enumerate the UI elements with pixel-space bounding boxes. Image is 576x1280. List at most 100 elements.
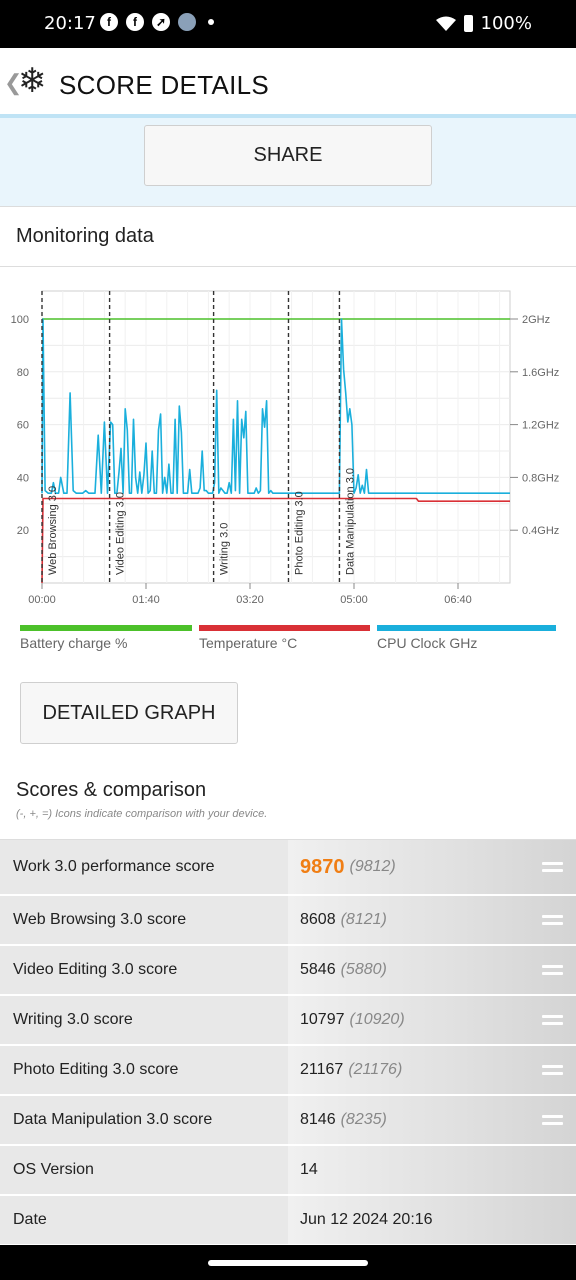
legend-cpu-label: CPU Clock GHz	[377, 635, 478, 651]
score-value: 9870	[300, 855, 345, 878]
y-left-tick-label: 100	[11, 314, 29, 326]
legend-battery: Battery charge %	[20, 625, 192, 651]
legend-battery-label: Battery charge %	[20, 635, 128, 651]
segment-label: Photo Editing 3.0	[293, 491, 305, 575]
x-tick-label: 03:20	[236, 594, 264, 606]
info-row-os-version: OS Version 14	[0, 1146, 576, 1196]
chevron-left-icon[interactable]: ❮	[4, 70, 23, 95]
facebook-icon: f	[126, 13, 144, 31]
legend-battery-swatch	[20, 625, 192, 631]
score-value: 5846	[300, 961, 336, 978]
info-value-cell: 14	[288, 1146, 576, 1194]
score-row-video-editing[interactable]: Video Editing 3.0 score 5846 (5880)	[0, 946, 576, 996]
share-button[interactable]: SHARE	[144, 125, 432, 186]
avatar-icon	[178, 13, 196, 31]
equal-icon	[542, 913, 563, 927]
score-row-photo-editing[interactable]: Photo Editing 3.0 score 21167 (21176)	[0, 1046, 576, 1096]
score-label: Writing 3.0 score	[0, 996, 288, 1044]
series-line-cpu-clock-ghz	[41, 318, 510, 494]
scores-title: Scores & comparison	[16, 779, 207, 801]
legend-temperature: Temperature °C	[199, 625, 370, 651]
snowflake-icon[interactable]: ❄	[18, 62, 47, 100]
equal-icon	[542, 1063, 563, 1077]
score-label: Video Editing 3.0 score	[0, 946, 288, 994]
score-row-web-browsing[interactable]: Web Browsing 3.0 score 8608 (8121)	[0, 896, 576, 946]
status-bar: 20:17 f f ➚ 100%	[0, 0, 576, 48]
score-label: Data Manipulation 3.0 score	[0, 1096, 288, 1144]
info-value: 14	[300, 1161, 318, 1178]
score-value: 21167	[300, 1061, 344, 1078]
y-left-tick-label: 60	[17, 420, 29, 432]
score-label: Work 3.0 performance score	[0, 840, 288, 894]
home-gesture-handle[interactable]	[208, 1260, 368, 1266]
equal-icon	[542, 860, 563, 874]
page-title: SCORE DETAILS	[59, 70, 270, 100]
y-right-tick-label: 2GHz	[522, 314, 550, 326]
monitoring-title: Monitoring data	[16, 225, 154, 247]
wifi-icon	[435, 16, 456, 31]
segment-label: Writing 3.0	[219, 523, 231, 575]
score-comparison: (8235)	[340, 1111, 387, 1128]
notification-icons: f f ➚	[100, 13, 214, 31]
legend-temperature-swatch	[199, 625, 370, 631]
y-right-tick-label: 1.6GHz	[522, 367, 559, 379]
score-value-cell: 8146 (8235)	[288, 1096, 576, 1144]
x-tick-label: 06:40	[444, 594, 472, 606]
score-comparison: (10920)	[349, 1011, 405, 1028]
score-row-writing[interactable]: Writing 3.0 score 10797 (10920)	[0, 996, 576, 1046]
segment-label: Web Browsing 3.0	[47, 486, 59, 575]
score-value: 8146	[300, 1111, 336, 1128]
chart-legend: Battery charge % Temperature °C CPU Cloc…	[0, 625, 576, 655]
title-bar: ❮ ❄ SCORE DETAILS	[0, 48, 576, 118]
info-value-cell: Jun 12 2024 20:16	[288, 1196, 576, 1244]
monitoring-header: Monitoring data	[0, 207, 576, 267]
score-comparison: (9812)	[349, 858, 396, 875]
legend-cpu-swatch	[377, 625, 556, 631]
score-value-cell: 9870 (9812)	[288, 840, 576, 894]
y-right-tick-label: 1.2GHz	[522, 420, 559, 432]
series-line-temperature-c	[41, 497, 510, 584]
score-label: Photo Editing 3.0 score	[0, 1046, 288, 1094]
x-tick-label: 00:00	[28, 594, 56, 606]
score-comparison: (5880)	[340, 961, 387, 978]
app-screen: ❮ ❄ SCORE DETAILS SHARE Monitoring data …	[0, 48, 576, 1245]
scores-subtitle: (-, +, =) Icons indicate comparison with…	[16, 808, 268, 820]
navigation-bar	[0, 1245, 576, 1280]
facebook-icon: f	[100, 13, 118, 31]
score-value-cell: 21167 (21176)	[288, 1046, 576, 1094]
equal-icon	[542, 1013, 563, 1027]
battery-icon	[463, 15, 473, 32]
detailed-graph-button[interactable]: DETAILED GRAPH	[20, 682, 238, 744]
score-value: 8608	[300, 911, 336, 928]
score-comparison: (8121)	[340, 911, 387, 928]
x-tick-label: 05:00	[340, 594, 368, 606]
compass-icon: ➚	[152, 13, 170, 31]
info-row-date: Date Jun 12 2024 20:16	[0, 1196, 576, 1245]
legend-cpu: CPU Clock GHz	[377, 625, 556, 651]
score-value-cell: 8608 (8121)	[288, 896, 576, 944]
y-left-tick-label: 20	[17, 525, 29, 537]
legend-temperature-label: Temperature °C	[199, 635, 298, 651]
info-value: Jun 12 2024 20:16	[300, 1211, 433, 1228]
score-label: Web Browsing 3.0 score	[0, 896, 288, 944]
battery-percent: 100%	[480, 13, 532, 34]
more-notifications-dot	[208, 19, 214, 25]
monitoring-card: Monitoring data 20 40 60 80 100 0.4GHz 0.8GHz 1…	[0, 206, 576, 1245]
y-left-tick-label: 80	[17, 367, 29, 379]
monitoring-chart[interactable]: 20 40 60 80 100 0.4GHz 0.8GHz 1.2GHz 1.6GHz 2GHz 0…	[0, 283, 576, 613]
scores-table: Work 3.0 performance score 9870 (9812) W…	[0, 839, 576, 1245]
equal-icon	[542, 1113, 563, 1127]
score-row-data-manipulation[interactable]: Data Manipulation 3.0 score 8146 (8235)	[0, 1096, 576, 1146]
y-right-tick-label: 0.8GHz	[522, 472, 559, 484]
y-right-tick-label: 0.4GHz	[522, 525, 559, 537]
score-value: 10797	[300, 1011, 345, 1028]
info-label: OS Version	[0, 1146, 288, 1194]
equal-icon	[542, 963, 563, 977]
score-comparison: (21176)	[348, 1061, 403, 1078]
score-row-work[interactable]: Work 3.0 performance score 9870 (9812)	[0, 840, 576, 896]
x-tick-label: 01:40	[132, 594, 160, 606]
info-label: Date	[0, 1196, 288, 1244]
segment-label: Video Editing 3.0	[115, 492, 127, 575]
score-value-cell: 10797 (10920)	[288, 996, 576, 1044]
plot-area	[41, 290, 511, 584]
